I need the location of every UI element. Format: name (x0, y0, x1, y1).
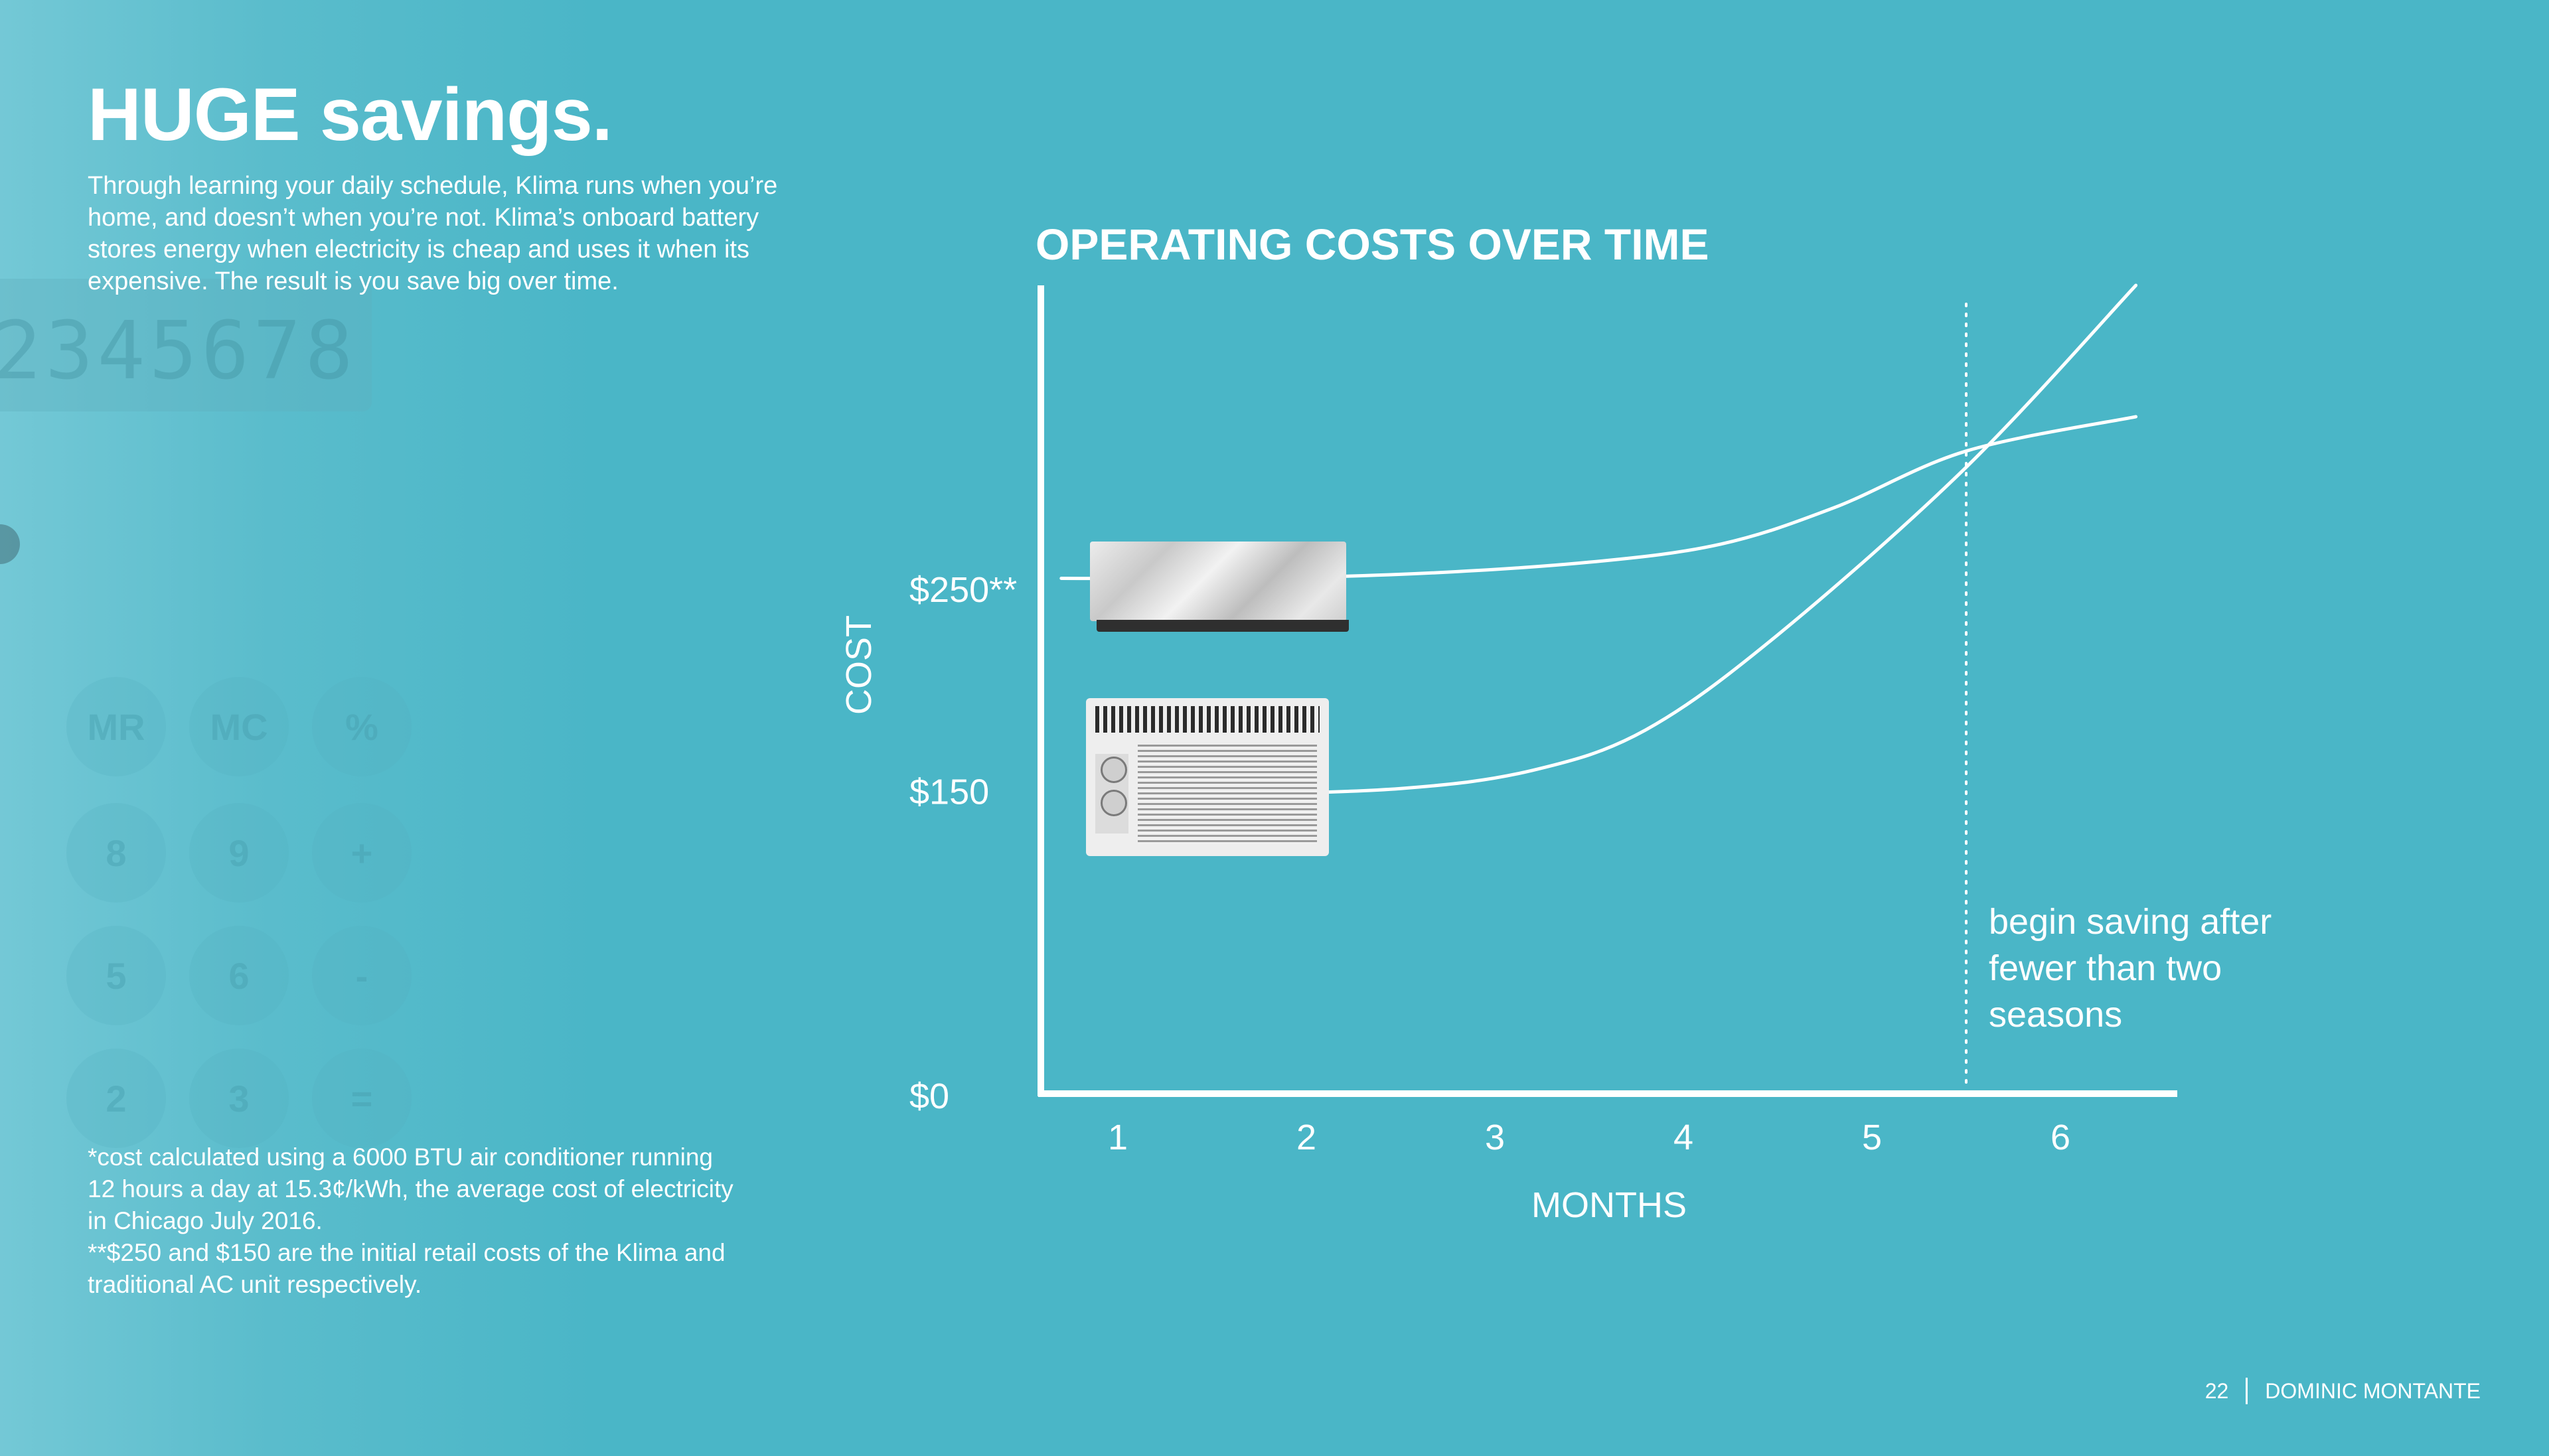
footer-divider (2246, 1378, 2248, 1404)
author-name: DOMINIC MONTANTE (2265, 1378, 2481, 1403)
footnote-cost-basis: *cost calculated using a 6000 BTU air co… (88, 1143, 734, 1234)
x-axis-label: MONTHS (1531, 1185, 1687, 1225)
x-tick-label: 6 (2050, 1118, 2070, 1157)
x-tick-label: 3 (1485, 1118, 1505, 1157)
calculator-key: 3 (189, 1049, 289, 1148)
calculator-key: + (312, 803, 412, 903)
page-number: 22 (2204, 1378, 2229, 1403)
window-ac-knob (1101, 757, 1127, 783)
window-ac-knob (1101, 790, 1127, 816)
window-ac-vent (1095, 706, 1320, 733)
klima-unit-body (1090, 542, 1346, 621)
footnote-retail-costs: **$250 and $150 are the initial retail c… (88, 1239, 726, 1298)
window-ac-icon (1086, 698, 1329, 856)
calculator-backdrop: 2345678 MR MC % 8 9 + 5 6 - 2 3 = (0, 0, 597, 1456)
calculator-key: MC (189, 677, 289, 776)
x-tick-label: 4 (1673, 1118, 1693, 1157)
calculator-key: 2 (66, 1049, 166, 1148)
y-tick-label: $150 (909, 772, 989, 812)
calculator-key: 6 (189, 926, 289, 1025)
x-tick-label: 2 (1296, 1118, 1316, 1157)
calculator-key: % (312, 677, 412, 776)
calculator-display (0, 279, 372, 411)
y-axis-label: COST (839, 615, 879, 715)
x-tick-label: 5 (1862, 1118, 1882, 1157)
calculator-key: 5 (66, 926, 166, 1025)
calculator-key: MR (66, 677, 166, 776)
chart-annotation: begin saving after fewer than two season… (1989, 902, 2272, 1035)
y-tick-label: $0 (909, 1076, 949, 1116)
intro-paragraph: Through learning your daily schedule, Kl… (88, 172, 778, 295)
calculator-key: 8 (66, 803, 166, 903)
x-tick-label: 1 (1108, 1118, 1128, 1157)
window-ac-grille (1138, 745, 1317, 844)
footnotes: *cost calculated using a 6000 BTU air co… (88, 1141, 738, 1301)
chart-title: OPERATING COSTS OVER TIME (1036, 220, 1709, 269)
calculator-key: - (312, 926, 412, 1025)
slide-footer: 22 DOMINIC MONTANTE (2205, 1378, 2481, 1404)
calculator-key: 9 (189, 803, 289, 903)
calculator-digits: 2345678 (0, 305, 357, 398)
klima-unit-icon (1090, 542, 1349, 633)
slide-title: HUGE savings. (88, 73, 613, 156)
calculator-key: = (312, 1049, 412, 1148)
klima-unit-base (1097, 620, 1349, 632)
y-tick-label: $250** (909, 570, 1017, 610)
